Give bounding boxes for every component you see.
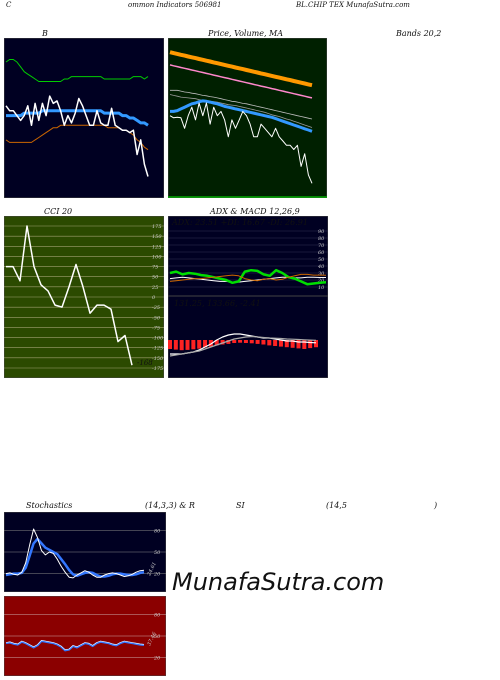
macd-histogram-bar (261, 340, 266, 345)
stoch-tick-label: 50 (154, 550, 161, 556)
macd-histogram-bar (179, 340, 184, 351)
cci-tick-label: -100 (152, 336, 164, 342)
macd-histogram-bar (302, 340, 307, 349)
adx-tick-label: 40 (317, 264, 325, 270)
cci-line (6, 225, 133, 366)
rsi-chart: 80 50 20 37.46 (4, 596, 166, 676)
cci-tick-label: -50 (152, 315, 161, 321)
bollinger-upper-line (5, 59, 149, 82)
adx-tick-label: 80 (318, 236, 325, 242)
stoch-params: (14,3,3) & R (145, 501, 195, 510)
macd-histogram-bar (267, 340, 272, 346)
macd-values: 131.25, 133.66, -2.41 (174, 299, 261, 308)
macd-histogram-bar (255, 340, 260, 344)
bollinger-chart (4, 38, 164, 198)
macd-histogram-bar (308, 340, 313, 349)
stoch-k-line (5, 528, 145, 579)
cci-tick-label: -175 (152, 366, 163, 372)
header-title: ommon Indicators 506981 (128, 1, 222, 9)
rsi-line (5, 640, 145, 652)
price-ma-orange-line (169, 50, 313, 88)
adx-minus-di-line (169, 273, 327, 282)
price-ma-label: Price, Volume, MA (208, 29, 284, 38)
bands-label: Bands 20,2 (396, 29, 442, 38)
macd-histogram-bar (197, 340, 202, 349)
adx-tick-label: 30 (318, 271, 325, 277)
cci-chart: 175 150 125 100 75 50 25 0 -25 -50 -75 -100 -125 -150… (4, 216, 164, 378)
cci-tick-label: 0 (152, 295, 156, 301)
cci-tick-label: -25 (152, 305, 160, 311)
macd-chart (168, 296, 328, 378)
rsi-title: SI (236, 501, 245, 510)
cci-label: CCI 20 (44, 207, 73, 216)
macd-histogram-bar (273, 340, 278, 346)
bollinger-close-line (5, 95, 149, 177)
cci-tick-label: -75 (152, 325, 160, 331)
price-ma-white-2-line (169, 94, 313, 128)
rsi-tick-label: 80 (154, 612, 161, 618)
cci-tick-label: -150 (152, 356, 164, 362)
macd-signal-line (169, 335, 317, 357)
stoch-value: 24.61 (146, 561, 158, 577)
price-close-line (169, 102, 313, 184)
rsi-close: ) (434, 501, 438, 510)
macd-histogram-bar (278, 340, 283, 347)
price-ma-pink-line (169, 64, 313, 99)
stoch-tick-label: 20 (153, 572, 161, 578)
macd-histogram-bar (226, 340, 231, 344)
macd-histogram-bar (296, 340, 301, 349)
adx-plus-di-line (169, 268, 327, 286)
adx-macd-label: ADX & MACD 12,26,9 (210, 207, 300, 216)
cci-tick-label: 150 (152, 234, 162, 240)
bollinger-label: B (42, 29, 48, 38)
header-left: C (6, 1, 12, 9)
cci-tick-label: 125 (152, 244, 162, 250)
cci-tick-label: 100 (152, 254, 162, 260)
rsi-tick-label: 50 (154, 634, 161, 640)
macd-histogram-bar (290, 340, 295, 348)
watermark: MunafaSutra.com (172, 568, 385, 596)
adx-tick-label: 90 (318, 229, 325, 235)
macd-histogram-bar (243, 340, 248, 343)
cci-tick-label: 50 (152, 275, 159, 281)
macd-histogram-bar (314, 340, 318, 348)
stochastics-chart: 80 50 20 24.61 (4, 512, 166, 592)
macd-histogram-bar (220, 340, 225, 345)
cci-tick-label: 75 (152, 265, 158, 271)
macd-histogram-bar (249, 340, 254, 344)
rsi-overlay-line (5, 639, 145, 651)
cci-tick-label: 175 (152, 224, 162, 230)
price-ma-white-1-line (170, 89, 313, 120)
adx-values: ADX: 23.51 +DI: 16.67 -DI: 26.91 (172, 218, 308, 227)
rsi-tick-label: 20 (153, 656, 161, 662)
header-symbol: BL.CHIP TEX MunafaSutra.com (296, 1, 410, 9)
stoch-d-line (5, 537, 145, 578)
stoch-title: Stochastics (26, 501, 73, 510)
macd-histogram-bar (203, 340, 208, 348)
macd-histogram-bar (214, 340, 219, 346)
stoch-tick-label: 80 (154, 528, 161, 534)
rsi-params: (14,5 (326, 501, 347, 510)
macd-histogram-bar (185, 340, 190, 350)
adx-tick-label: 60 (318, 250, 325, 256)
price-ma-chart (168, 38, 327, 198)
cci-tick-label: -125 (152, 346, 163, 352)
macd-histogram-bar (191, 340, 196, 350)
adx-tick-label: 70 (318, 243, 325, 249)
macd-histogram-bar (232, 340, 237, 343)
macd-histogram-bar (168, 340, 172, 349)
adx-tick-label: 10 (318, 285, 325, 291)
price-ma-blue-line (170, 99, 313, 133)
macd-histogram-bar (284, 340, 289, 348)
macd-histogram-bar (173, 340, 178, 350)
adx-tick-label: 20 (317, 278, 325, 284)
cci-value: -168 (137, 359, 153, 367)
macd-histogram-bar (238, 340, 243, 343)
cci-tick-label: 25 (151, 285, 158, 291)
adx-tick-label: 50 (318, 257, 325, 263)
rsi-value: 37.46 (146, 631, 158, 647)
